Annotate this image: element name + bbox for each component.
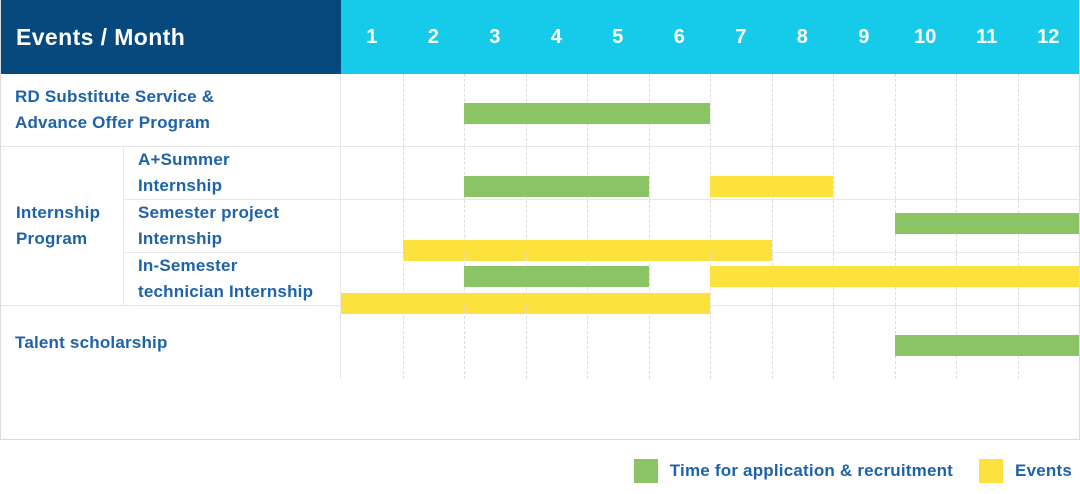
row-label-line: Internship — [138, 229, 223, 248]
row-label-line: Internship — [16, 203, 101, 222]
row-label: A+Summer Internship — [124, 147, 341, 199]
month-gridline — [464, 147, 465, 199]
row-label-line: A+Summer — [138, 150, 230, 169]
row-label: Talent scholarship — [1, 306, 341, 379]
chart-cell — [341, 306, 1079, 379]
month-header-cell: 1 — [366, 25, 378, 48]
gantt-bar-yellow — [341, 293, 710, 314]
header-row: Events / Month 1 2 3 4 5 6 7 8 9 10 11 12 — [1, 0, 1079, 74]
gantt-bar-yellow — [710, 266, 1079, 287]
month-gridline — [956, 74, 957, 146]
row-label-line: Internship — [138, 176, 223, 195]
gantt-bar-yellow — [710, 176, 833, 197]
month-gridline — [710, 200, 711, 252]
table-row-in-semester-technician-internship: In-Semester technician Internship — [124, 253, 1079, 314]
group-block-internship: Internship Program A+Summer Internship Semes… — [1, 147, 1079, 314]
month-gridline — [771, 147, 773, 199]
month-gridline — [402, 74, 404, 146]
month-header-cell: 11 — [976, 25, 998, 48]
month-header-cell: 8 — [796, 25, 808, 48]
table-row-talent-scholarship: Talent scholarship — [1, 306, 1079, 379]
month-gridline — [402, 253, 404, 305]
month-gridline — [587, 147, 588, 199]
month-gridline — [771, 200, 773, 252]
month-gridline — [648, 200, 650, 252]
gantt-table: Events / Month 1 2 3 4 5 6 7 8 9 10 11 12 RD Substi… — [0, 0, 1080, 440]
table-row-semester-project-internship: Semester project Internship — [124, 200, 1079, 261]
row-label-line: technician Internship — [138, 282, 314, 301]
row-label: RD Substitute Service & Advance Offer Pro… — [1, 74, 341, 146]
month-gridline — [464, 306, 465, 379]
month-gridline — [833, 306, 834, 379]
month-header-cell: 7 — [735, 25, 747, 48]
month-gridline — [402, 306, 404, 379]
month-gridline — [833, 74, 834, 146]
month-header: 1 2 3 4 5 6 7 8 9 10 11 12 — [341, 0, 1079, 74]
table-row-a-summer-internship: A+Summer Internship — [124, 147, 1079, 200]
month-header-cell: 4 — [550, 25, 562, 48]
row-label: Semester project Internship — [124, 200, 341, 252]
gantt-bar-green — [894, 335, 1079, 356]
month-gridline — [402, 147, 404, 199]
legend-label: Time for application & recruitment — [669, 461, 954, 480]
month-header-cell: 5 — [612, 25, 624, 48]
row-label-line: Program — [16, 229, 88, 248]
legend-item-green: Time for application & recruitment — [633, 459, 954, 483]
month-gridline — [525, 147, 527, 199]
month-gridline — [587, 200, 588, 252]
month-gridline — [833, 200, 834, 252]
legend-item-yellow: Events — [979, 459, 1072, 483]
legend-swatch-green — [633, 459, 658, 483]
gantt-bar-green — [464, 176, 649, 197]
group-rows: A+Summer Internship Semester project Intern… — [124, 147, 1079, 314]
legend-label: Events — [1015, 461, 1072, 480]
row-label-line: RD Substitute Service & — [15, 87, 215, 106]
month-header-cell: 2 — [427, 25, 439, 48]
chart-cell — [341, 74, 1079, 146]
month-gridline — [710, 74, 711, 146]
month-header-cell: 6 — [673, 25, 685, 48]
month-gridline — [648, 147, 650, 199]
month-gridline — [648, 306, 650, 379]
month-gridline — [894, 74, 896, 146]
month-gridline — [1017, 147, 1019, 199]
group-label: Internship Program — [1, 147, 124, 305]
month-gridline — [525, 200, 527, 252]
table-row-rd-substitute: RD Substitute Service & Advance Offer Pro… — [1, 74, 1079, 147]
legend-swatch-yellow — [979, 459, 1004, 483]
month-gridline — [587, 306, 588, 379]
month-gridline — [710, 306, 711, 379]
gantt-bar-yellow — [402, 240, 772, 261]
gantt-body: RD Substitute Service & Advance Offer Pro… — [1, 74, 1079, 379]
month-gridline — [402, 200, 404, 252]
month-gridline — [525, 306, 527, 379]
month-gridline — [833, 147, 834, 199]
row-label-line: Talent scholarship — [15, 332, 168, 352]
row-label: In-Semester technician Internship — [124, 253, 341, 305]
month-header-cell: 10 — [914, 25, 937, 48]
month-header-cell: 12 — [1037, 25, 1060, 48]
month-gridline — [648, 253, 650, 305]
chart-cell — [341, 200, 1079, 261]
gantt-bar-green — [464, 266, 649, 287]
row-label-line: Advance Offer Program — [15, 113, 211, 132]
header-title: Events / Month — [1, 0, 341, 74]
gantt-bar-green — [894, 213, 1079, 234]
chart-cell — [341, 147, 1079, 199]
gantt-bar-green — [464, 103, 710, 124]
month-gridline — [464, 200, 465, 252]
month-gridline — [956, 147, 957, 199]
chart-cell — [341, 253, 1079, 314]
month-gridline — [894, 147, 896, 199]
row-label-line: In-Semester — [138, 256, 238, 275]
month-gridline — [1017, 74, 1019, 146]
row-label-line: Semester project — [138, 203, 280, 222]
month-gridline — [771, 74, 773, 146]
legend: Time for application & recruitment Events — [0, 440, 1080, 494]
month-gridline — [710, 147, 711, 199]
month-header-cell: 9 — [858, 25, 870, 48]
month-gridline — [771, 306, 773, 379]
month-header-cell: 3 — [489, 25, 501, 48]
